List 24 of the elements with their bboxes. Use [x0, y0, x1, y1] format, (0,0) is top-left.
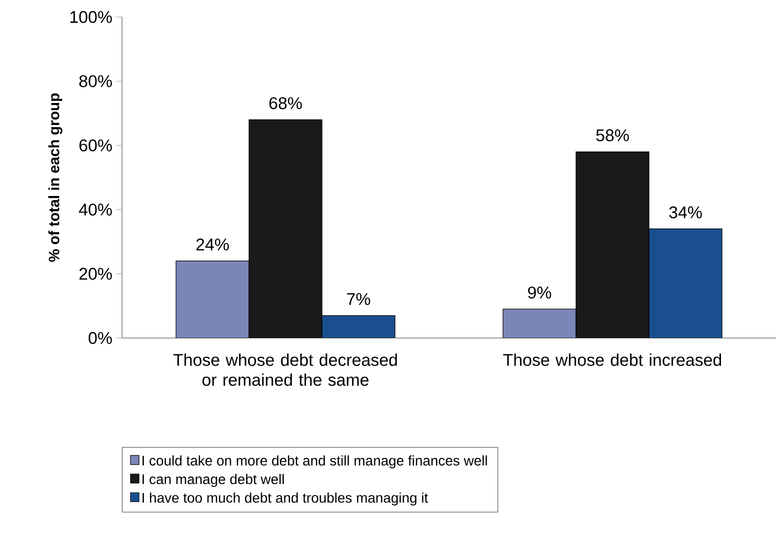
data-label: 58% [596, 129, 629, 142]
legend-label: I can manage debt well [142, 474, 284, 487]
bar [176, 260, 249, 338]
y-tick-label: 40% [78, 204, 112, 216]
y-axis-title: % of total in each group [48, 93, 62, 262]
y-tick-label: 0% [88, 332, 112, 344]
bar [576, 152, 650, 338]
data-label: 24% [196, 238, 229, 250]
legend-label: I could take on more debt and still manage finances well [142, 455, 487, 468]
bar [502, 308, 576, 338]
data-label: 9% [528, 286, 552, 299]
y-tick-label: 100% [70, 11, 112, 23]
y-tick-label: 80% [79, 75, 112, 88]
y-tick-label: 60% [79, 139, 112, 152]
legend-label: I have too much debt and troubles managing it [142, 492, 428, 506]
x-tick-label: Those whose debt decreased or remained the same [173, 354, 397, 386]
bar [249, 120, 322, 338]
x-tick-label: Those whose debt increased [503, 354, 722, 366]
y-tick-label: 20% [79, 268, 112, 280]
data-label: 68% [269, 97, 302, 110]
data-label: 34% [669, 206, 702, 218]
bar [322, 316, 396, 338]
bar [648, 228, 722, 338]
data-label: 7% [347, 293, 370, 306]
